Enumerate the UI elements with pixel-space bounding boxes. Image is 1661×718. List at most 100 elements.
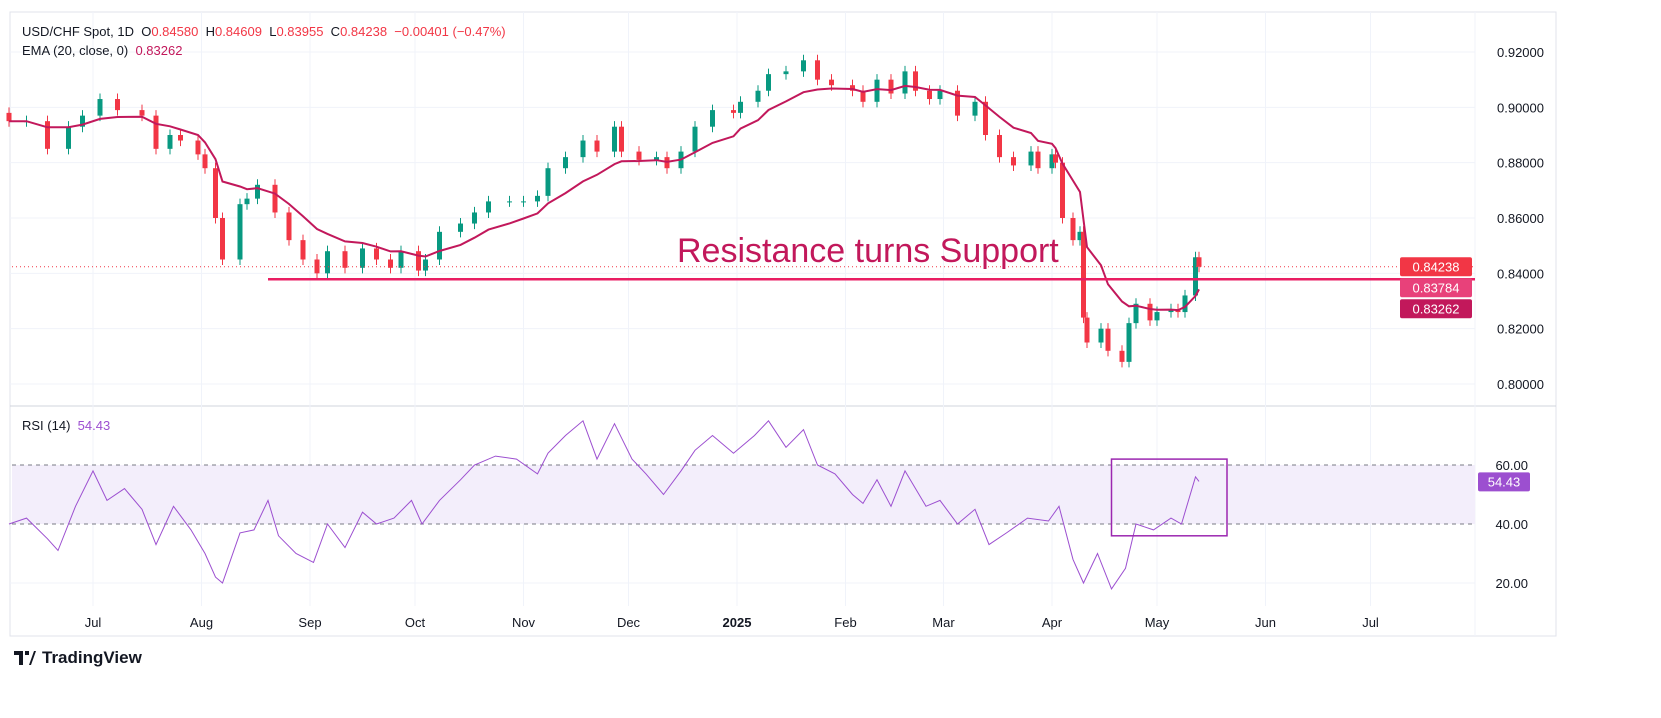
rsi-label-badge bbox=[1478, 472, 1530, 492]
candle bbox=[458, 218, 463, 238]
x-tick-label: Sep bbox=[298, 615, 321, 630]
candle-body bbox=[314, 259, 320, 274]
candle bbox=[472, 206, 477, 230]
tradingview-logo[interactable]: TradingView bbox=[14, 648, 142, 668]
candle-body bbox=[237, 204, 243, 260]
x-tick-label: Aug bbox=[190, 615, 213, 630]
candle-body bbox=[153, 115, 159, 149]
candle-body bbox=[139, 110, 145, 116]
candle-body bbox=[755, 90, 761, 102]
x-tick-label: Oct bbox=[405, 615, 426, 630]
high-value: 0.84609 bbox=[214, 24, 262, 39]
candle-body bbox=[710, 110, 715, 127]
candle bbox=[563, 151, 568, 174]
candle-body bbox=[423, 259, 428, 271]
rsi-band bbox=[12, 465, 1475, 524]
candle bbox=[1182, 289, 1188, 318]
candle-body bbox=[913, 71, 918, 91]
low-value: 0.83955 bbox=[276, 24, 324, 39]
candle bbox=[983, 96, 988, 141]
x-tick-label: Dec bbox=[617, 615, 641, 630]
candle bbox=[955, 85, 960, 122]
candle-body bbox=[654, 157, 659, 160]
candle bbox=[1098, 323, 1104, 349]
candle-body bbox=[45, 121, 50, 149]
chart-frame bbox=[9, 11, 1557, 637]
candle-body bbox=[342, 251, 348, 268]
candle-body bbox=[325, 251, 330, 274]
candle-body bbox=[486, 201, 491, 213]
candles bbox=[6, 54, 1202, 368]
candle bbox=[202, 148, 208, 174]
candle bbox=[738, 96, 743, 119]
candle-body bbox=[1126, 323, 1132, 362]
tradingview-logo-icon bbox=[14, 651, 36, 665]
candle-body bbox=[692, 126, 698, 152]
candle bbox=[731, 104, 736, 119]
candle-body bbox=[619, 126, 624, 152]
candle bbox=[167, 129, 173, 155]
candle-body bbox=[731, 110, 736, 113]
candle-body bbox=[388, 259, 393, 268]
x-tick-label: Feb bbox=[834, 615, 856, 630]
candle-body bbox=[1084, 317, 1090, 343]
rsi-tick-label: 40.00 bbox=[1495, 517, 1528, 532]
candle-body bbox=[801, 60, 806, 72]
candle bbox=[1193, 251, 1198, 301]
candle-body bbox=[1070, 218, 1076, 241]
candle-body bbox=[472, 212, 477, 224]
rsi-tick-label: 20.00 bbox=[1495, 576, 1528, 591]
candle bbox=[997, 129, 1002, 163]
rsi-highlight-box bbox=[1110, 458, 1228, 537]
candle-body bbox=[1098, 328, 1104, 343]
candle bbox=[45, 115, 50, 155]
candle bbox=[850, 79, 855, 97]
price-tick-label: 0.84000 bbox=[1497, 266, 1544, 281]
close-label: C bbox=[330, 24, 341, 39]
candle bbox=[325, 245, 330, 279]
candle-body bbox=[1028, 151, 1034, 166]
candle-body bbox=[1196, 257, 1202, 267]
candle bbox=[874, 74, 880, 108]
candle-body bbox=[255, 184, 260, 199]
change-value: −0.00401 (−0.47%) bbox=[394, 24, 506, 39]
price-label: 0.83784 bbox=[1413, 281, 1460, 296]
rsi-legend: RSI (14) 54.43 bbox=[22, 418, 110, 433]
candle-body bbox=[167, 135, 173, 149]
candle-body bbox=[1105, 328, 1111, 351]
candle bbox=[619, 121, 624, 158]
candle-body bbox=[983, 101, 988, 135]
candle bbox=[486, 195, 491, 218]
rsi-last-label: 54.43 bbox=[1488, 474, 1521, 489]
candle bbox=[1060, 157, 1065, 224]
candle-body bbox=[1049, 154, 1055, 169]
x-tick-label: 2025 bbox=[723, 615, 752, 630]
candle-body bbox=[972, 101, 978, 116]
price-label: 0.83262 bbox=[1413, 302, 1460, 317]
candle bbox=[692, 121, 698, 158]
x-tick-label: May bbox=[1145, 615, 1170, 630]
candle-body bbox=[850, 85, 855, 91]
candle-body bbox=[507, 201, 512, 203]
candle bbox=[398, 245, 404, 274]
candle-body bbox=[97, 99, 103, 116]
ema-legend: EMA (20, close, 0) 0.83262 bbox=[22, 43, 182, 58]
candle-body bbox=[1182, 295, 1188, 313]
candle bbox=[766, 68, 771, 97]
candle bbox=[342, 245, 348, 274]
price-label-badge bbox=[1400, 299, 1472, 319]
candle bbox=[612, 121, 617, 158]
candle-body bbox=[874, 79, 880, 102]
rsi-tick-label: 60.00 bbox=[1495, 458, 1528, 473]
candle-body bbox=[286, 212, 292, 241]
candle-body bbox=[612, 126, 617, 152]
price-tick-label: 0.90000 bbox=[1497, 100, 1544, 115]
candle bbox=[153, 110, 159, 155]
candle bbox=[521, 195, 526, 207]
candle bbox=[888, 74, 894, 100]
candle-body bbox=[1035, 151, 1041, 169]
candle-body bbox=[766, 74, 771, 91]
candle bbox=[1147, 298, 1153, 326]
